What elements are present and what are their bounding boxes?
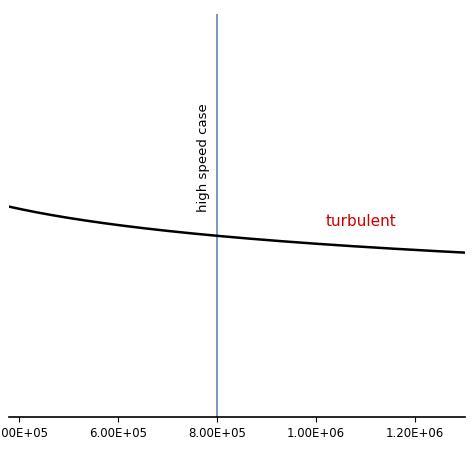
Text: high speed case: high speed case	[197, 103, 210, 211]
Text: turbulent: turbulent	[326, 214, 397, 229]
